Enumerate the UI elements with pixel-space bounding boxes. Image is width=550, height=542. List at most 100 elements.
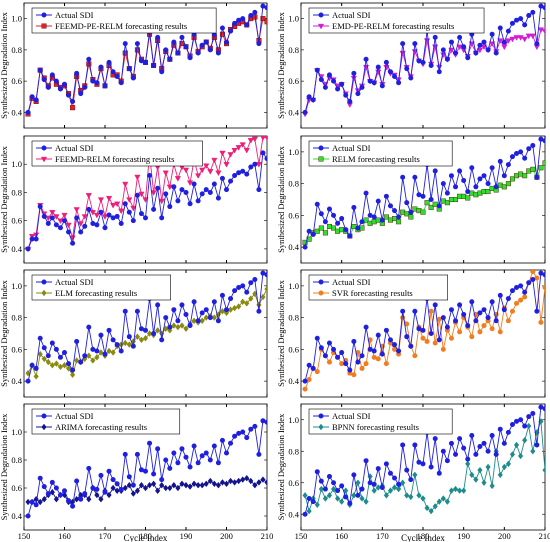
data-point [509, 288, 515, 294]
data-point [456, 487, 463, 494]
legend-label: Actual SDI [332, 277, 371, 287]
legend-label: Actual SDI [55, 411, 94, 421]
data-point [37, 335, 43, 341]
legend-marker [41, 12, 47, 18]
data-point [57, 354, 63, 360]
data-point [232, 433, 238, 439]
data-point [489, 326, 495, 332]
data-point [73, 207, 80, 213]
data-point [404, 492, 410, 499]
data-point [264, 419, 267, 425]
data-point [240, 16, 246, 22]
data-point [493, 184, 499, 190]
y-tick-label: 0.4 [11, 511, 22, 521]
data-point [318, 485, 324, 493]
data-point [326, 72, 332, 78]
data-point [453, 50, 459, 56]
data-point [231, 147, 238, 154]
y-tick-label: 0.4 [11, 376, 22, 386]
legend-box [31, 7, 217, 34]
data-point [232, 173, 238, 179]
data-point [383, 461, 389, 467]
data-point [514, 17, 520, 23]
data-point [223, 162, 230, 168]
data-point [440, 346, 446, 352]
legend-label: Actual SDI [55, 277, 94, 287]
data-point [90, 220, 96, 226]
data-point [251, 136, 258, 143]
data-point [335, 86, 341, 92]
chart-panel-7: 150 160 170 180 190 200 210 0.4 0.6 0.8 1.0Synthes… [0, 403, 273, 542]
data-point [151, 62, 157, 68]
data-point [199, 167, 206, 174]
data-point [94, 491, 100, 499]
data-point [465, 189, 471, 195]
data-point [211, 157, 218, 164]
data-point [248, 13, 254, 19]
data-point [122, 181, 129, 188]
data-point [179, 446, 185, 452]
data-point [256, 41, 262, 47]
data-point [159, 215, 165, 221]
data-point [306, 362, 312, 368]
data-point [228, 296, 234, 302]
data-point [134, 47, 140, 53]
data-point [501, 173, 507, 179]
data-point [469, 334, 475, 340]
legend-marker [318, 12, 324, 18]
data-point [74, 495, 80, 503]
data-point [70, 98, 76, 104]
data-point [461, 487, 467, 494]
data-point [440, 315, 446, 321]
data-point [219, 31, 225, 37]
data-point [235, 145, 242, 151]
data-point [530, 410, 536, 416]
data-point [542, 272, 545, 278]
data-point [392, 342, 398, 348]
legend-label: ELM forecasting results [55, 288, 137, 298]
data-point [82, 491, 88, 497]
y-axis-label: Synthesized Degradation Index [276, 413, 286, 520]
data-point [485, 189, 491, 195]
data-point [45, 358, 51, 366]
data-point [109, 202, 117, 209]
data-point [481, 173, 487, 179]
x-axis-label: Cycle Index [401, 533, 445, 542]
y-axis-label: Synthesized Degradation Index [0, 11, 9, 118]
data-point [171, 184, 177, 190]
data-point [240, 476, 246, 483]
data-point [106, 347, 112, 355]
data-point [522, 173, 528, 179]
data-point [37, 204, 43, 210]
data-point [343, 494, 349, 500]
data-point [166, 184, 173, 191]
data-point [240, 429, 246, 435]
data-point [239, 142, 246, 148]
data-point [252, 9, 258, 15]
data-point [350, 75, 357, 82]
data-point [85, 193, 92, 199]
data-point [33, 495, 39, 503]
data-point [363, 458, 369, 464]
x-tick-label: 160 [58, 531, 71, 541]
data-point [45, 220, 51, 226]
data-point [86, 324, 92, 330]
data-point [351, 338, 357, 344]
data-point [302, 386, 308, 392]
data-point [343, 361, 349, 367]
data-point [98, 209, 104, 215]
data-point [351, 204, 357, 210]
data-point [86, 352, 92, 360]
data-point [155, 302, 161, 308]
data-point [138, 191, 145, 198]
data-point [163, 457, 169, 463]
data-point [387, 337, 393, 343]
data-point [420, 193, 426, 199]
data-point [457, 329, 463, 335]
data-point [375, 64, 381, 70]
legend-box [308, 274, 448, 301]
x-tick-label: 170 [99, 531, 112, 541]
data-point [420, 495, 426, 502]
data-point [207, 477, 213, 485]
